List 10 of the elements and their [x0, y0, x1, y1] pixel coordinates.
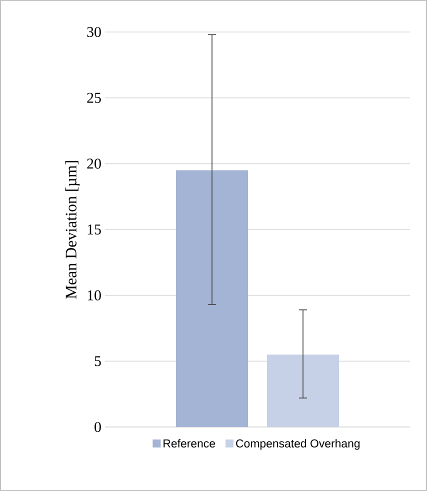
y-tick-label: 5: [94, 356, 101, 366]
y-tick-label: 25: [87, 92, 101, 103]
y-tick-label: 15: [88, 224, 101, 234]
y-tick-label: 10: [88, 290, 101, 300]
y-tick-label: 30: [87, 26, 101, 38]
y-axis-title: Mean Deviation [µm]: [65, 161, 80, 299]
y-tick-label: 20: [87, 158, 101, 169]
legend-label: Compensated Overhang: [236, 439, 360, 450]
legend-label: Reference: [164, 439, 215, 448]
y-tick-label: 0: [94, 422, 101, 432]
